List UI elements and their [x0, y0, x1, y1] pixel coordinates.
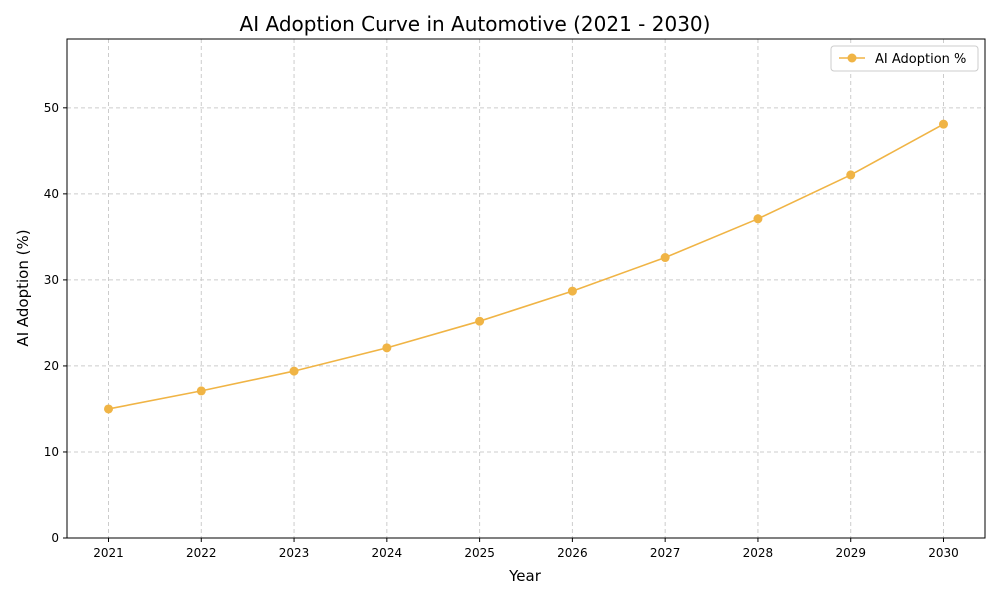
x-tick-label: 2026	[557, 546, 588, 560]
x-tick-label: 2027	[650, 546, 681, 560]
series-layer	[104, 119, 948, 414]
data-point	[846, 170, 856, 180]
series-line	[108, 123, 944, 410]
chart-title: AI Adoption Curve in Automotive (2021 - …	[240, 12, 711, 36]
x-tick-label: 2028	[743, 546, 774, 560]
legend: AI Adoption %	[830, 45, 979, 72]
y-tick-label: 0	[51, 531, 59, 545]
plot-frame	[66, 38, 986, 539]
data-point	[567, 286, 577, 296]
x-tick-label: 2023	[279, 546, 310, 560]
x-tick-label: 2022	[186, 546, 217, 560]
x-tick-label: 2024	[372, 546, 403, 560]
x-tick-label: 2029	[835, 546, 866, 560]
data-point	[196, 386, 206, 396]
data-point	[939, 119, 948, 129]
y-tick-label: 20	[44, 359, 59, 373]
x-tick-label: 2030	[928, 546, 959, 560]
x-tick-label: 2021	[93, 546, 124, 560]
legend-box	[830, 45, 979, 72]
y-tick-label: 30	[44, 273, 59, 287]
legend-marker	[847, 53, 857, 63]
data-point	[289, 366, 299, 376]
y-tick-label: 40	[44, 187, 59, 201]
data-point	[104, 404, 113, 414]
y-axis-label: AI Adoption (%)	[14, 229, 32, 346]
data-point	[753, 214, 763, 224]
data-point	[382, 343, 392, 353]
x-axis-label: Year	[508, 567, 542, 585]
grid-lines	[67, 39, 985, 539]
axes: 2021 2022 2023 2024 2025 2026 2027 2028 2029 2030…	[44, 38, 986, 560]
legend-label: AI Adoption %	[875, 52, 966, 67]
y-tick-label: 50	[44, 101, 59, 115]
data-point	[660, 253, 670, 263]
x-tick-label: 2025	[464, 546, 495, 560]
y-tick-label: 10	[44, 445, 59, 459]
data-point	[475, 316, 485, 326]
